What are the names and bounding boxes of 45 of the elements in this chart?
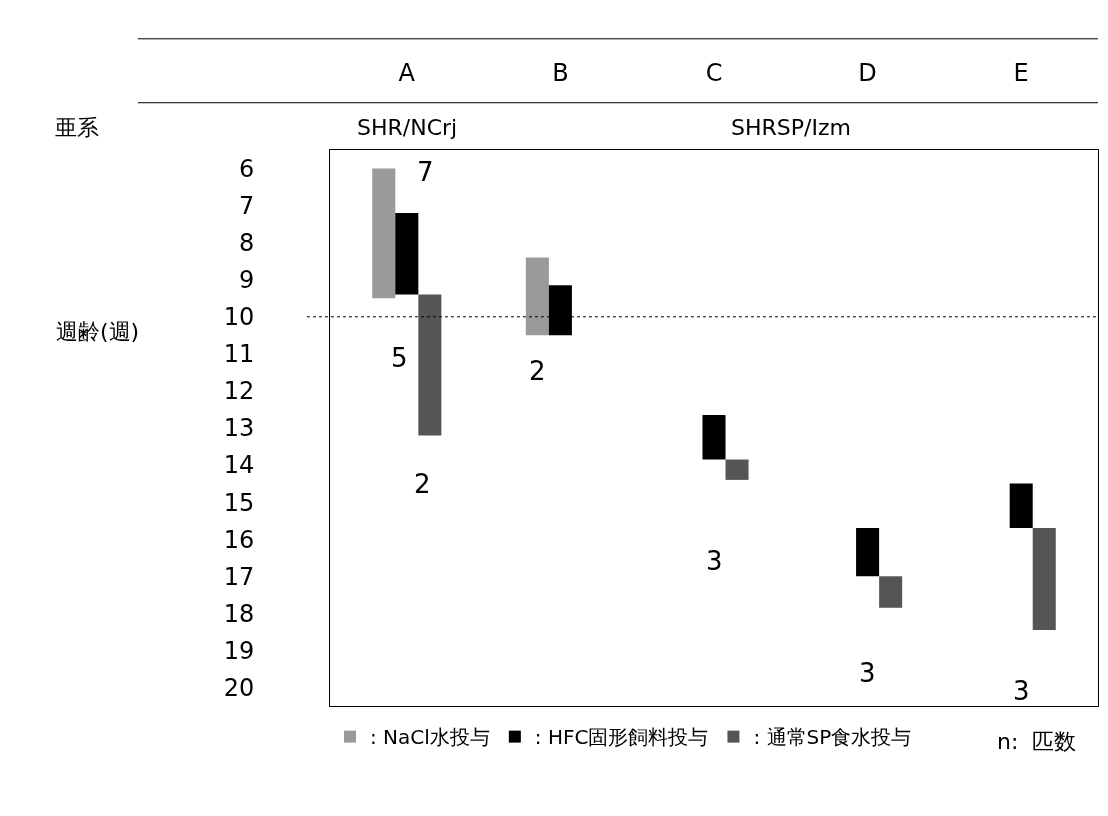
bar <box>856 528 880 577</box>
x-tick-label: A <box>398 59 416 88</box>
bar <box>525 257 549 336</box>
bar <box>418 294 442 436</box>
text: SHR/NCrj <box>357 115 458 140</box>
bar <box>879 576 903 608</box>
x-tick-label: E <box>1013 59 1029 88</box>
y-tick-label: 12 <box>223 377 255 406</box>
y-tick-label: 18 <box>223 599 255 628</box>
y-tick-label: 11 <box>223 340 255 369</box>
bar <box>1032 528 1056 631</box>
annotation: 2 <box>529 356 546 386</box>
y-tick-label: 8 <box>238 229 255 258</box>
x-tick-label: C <box>705 59 723 88</box>
annotation: 2 <box>414 469 431 499</box>
bar <box>1009 483 1033 529</box>
annotation: 3 <box>859 658 876 688</box>
legend-label: : 通常SP食水投与 <box>753 725 912 750</box>
legend-label: : NaCl水投与 <box>370 725 490 750</box>
y-tick-label: 16 <box>223 525 255 554</box>
text: 亜系 <box>55 115 99 140</box>
y-tick-label: 10 <box>223 303 255 332</box>
text: SHRSP/Izm <box>731 115 851 140</box>
y-tick-label: 6 <box>238 154 255 183</box>
y-axis-title: 週齢(週) <box>56 319 140 344</box>
y-tick-label: 13 <box>223 414 255 443</box>
y-tick-label: 7 <box>238 192 255 220</box>
x-tick-label: D <box>858 59 877 88</box>
y-tick-label: 9 <box>238 266 255 295</box>
bar <box>702 415 726 460</box>
y-tick-label: 20 <box>223 673 255 702</box>
annotation: 5 <box>391 343 408 373</box>
annotation: 3 <box>706 546 723 576</box>
y-tick-label: 19 <box>223 636 255 665</box>
y-tick-label: 17 <box>223 562 255 591</box>
text: n: 匹数 <box>997 729 1077 754</box>
legend-label: : HFC固形飼料投与 <box>534 725 709 750</box>
annotation: 3 <box>1013 676 1030 706</box>
annotation: 7 <box>417 157 434 187</box>
x-tick-label: B <box>552 59 569 88</box>
bar <box>372 168 396 299</box>
y-tick-label: 14 <box>223 451 255 480</box>
bar <box>725 459 749 480</box>
bar <box>395 213 419 295</box>
y-tick-label: 15 <box>223 488 255 517</box>
